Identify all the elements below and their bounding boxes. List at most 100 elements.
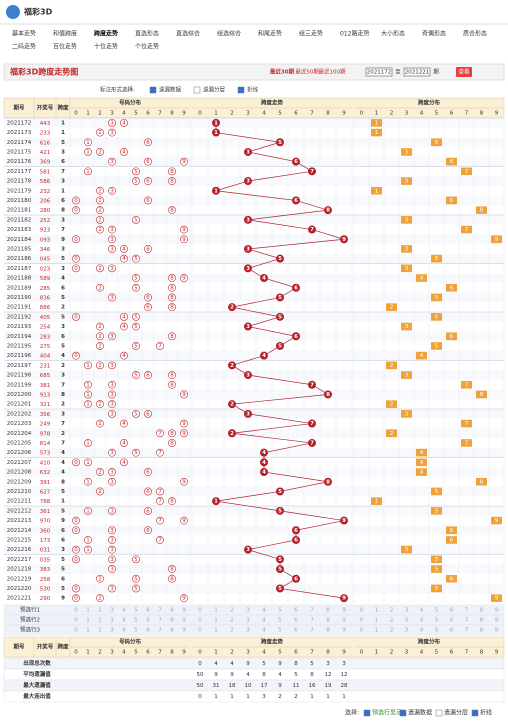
preset-digit[interactable]: 4 — [262, 618, 266, 624]
preset-digit[interactable]: 2 — [230, 618, 234, 624]
preset-digit[interactable]: 7 — [465, 618, 469, 624]
preset-digit[interactable]: 2 — [98, 618, 102, 624]
preset-digit[interactable]: 0 — [198, 628, 202, 634]
preset-digit[interactable]: 8 — [170, 618, 174, 624]
preset-digit[interactable]: 6 — [146, 608, 150, 614]
preset-digit[interactable]: 2 — [98, 608, 102, 614]
preset-digit[interactable]: 9 — [495, 608, 499, 614]
preset-digit[interactable]: 1 — [86, 628, 90, 634]
checkbox[interactable] — [237, 86, 245, 94]
preset-digit[interactable]: 6 — [146, 618, 150, 624]
preset-digit[interactable]: 6 — [294, 618, 298, 624]
nav-link[interactable]: 百位走势 — [53, 43, 77, 51]
preset-digit[interactable]: 7 — [465, 628, 469, 634]
checkbox[interactable] — [435, 709, 443, 717]
preset-digit[interactable]: 3 — [110, 608, 114, 614]
preset-digit[interactable]: 9 — [182, 618, 186, 624]
preset-digit[interactable]: 8 — [326, 618, 330, 624]
preset-digit[interactable]: 9 — [342, 618, 346, 624]
filter-link[interactable]: 最近50期 — [295, 68, 319, 76]
preset-digit[interactable]: 6 — [450, 608, 454, 614]
preset-digit[interactable]: 1 — [375, 628, 379, 634]
preset-digit[interactable]: 4 — [262, 608, 266, 614]
nav-link[interactable]: 奇偶形态 — [422, 30, 446, 38]
preset-digit[interactable]: 3 — [246, 628, 250, 634]
preset-digit[interactable]: 9 — [495, 628, 499, 634]
preset-digit[interactable]: 7 — [465, 608, 469, 614]
preset-digit[interactable]: 3 — [405, 618, 409, 624]
preset-digit[interactable]: 4 — [122, 628, 126, 634]
preset-digit[interactable]: 0 — [198, 618, 202, 624]
nav-link[interactable]: 组三走势 — [299, 30, 323, 38]
view-button[interactable] — [456, 67, 472, 77]
nav-link[interactable]: 基本走势 — [12, 30, 36, 38]
nav-link[interactable]: 组选综合 — [217, 30, 241, 38]
preset-digit[interactable]: 3 — [110, 628, 114, 634]
preset-digit[interactable]: 5 — [134, 628, 138, 634]
preset-digit[interactable]: 7 — [158, 608, 162, 614]
preset-digit[interactable]: 0 — [360, 628, 364, 634]
preset-digit[interactable]: 2 — [98, 628, 102, 634]
checkbox[interactable] — [149, 86, 157, 94]
filter-link[interactable]: 最近30期 — [270, 68, 295, 76]
nav-link[interactable]: 十位走势 — [94, 43, 118, 51]
range-to[interactable] — [403, 67, 431, 77]
preset-digit[interactable]: 0 — [360, 618, 364, 624]
preset-digit[interactable]: 8 — [170, 628, 174, 634]
preset-digit[interactable]: 9 — [182, 628, 186, 634]
preset-digit[interactable]: 2 — [390, 628, 394, 634]
nav-link[interactable]: 直选综合 — [176, 30, 200, 38]
preset-digit[interactable]: 2 — [230, 608, 234, 614]
checkbox[interactable] — [471, 709, 479, 717]
filter-link[interactable]: 最近100期 — [319, 68, 346, 76]
preset-digit[interactable]: 7 — [158, 618, 162, 624]
nav-link[interactable]: 二码走势 — [12, 43, 36, 51]
preset-digit[interactable]: 1 — [214, 618, 218, 624]
nav-link[interactable]: 跨度走势 — [94, 30, 118, 38]
checkbox[interactable] — [193, 86, 201, 94]
preset-digit[interactable]: 0 — [360, 608, 364, 614]
preset-digit[interactable]: 1 — [86, 608, 90, 614]
preset-digit[interactable]: 5 — [435, 618, 439, 624]
preset-digit[interactable]: 7 — [310, 628, 314, 634]
range-from[interactable] — [365, 67, 393, 77]
preset-digit[interactable]: 1 — [214, 608, 218, 614]
checkbox[interactable] — [363, 709, 371, 717]
preset-digit[interactable]: 2 — [390, 608, 394, 614]
preset-digit[interactable]: 8 — [480, 618, 484, 624]
checkbox[interactable] — [399, 709, 407, 717]
preset-digit[interactable]: 7 — [158, 628, 162, 634]
preset-digit[interactable]: 1 — [375, 618, 379, 624]
preset-digit[interactable]: 8 — [170, 608, 174, 614]
nav-link[interactable]: 和值跨度 — [53, 30, 77, 38]
preset-digit[interactable]: 3 — [405, 628, 409, 634]
preset-digit[interactable]: 4 — [262, 628, 266, 634]
preset-digit[interactable]: 5 — [278, 628, 282, 634]
preset-digit[interactable]: 6 — [294, 628, 298, 634]
preset-digit[interactable]: 3 — [110, 618, 114, 624]
preset-digit[interactable]: 0 — [74, 608, 78, 614]
nav-link[interactable]: 直选形态 — [135, 30, 159, 38]
preset-digit[interactable]: 5 — [435, 608, 439, 614]
preset-digit[interactable]: 5 — [278, 608, 282, 614]
preset-digit[interactable]: 9 — [342, 628, 346, 634]
preset-digit[interactable]: 9 — [182, 608, 186, 614]
preset-digit[interactable]: 1 — [375, 608, 379, 614]
preset-digit[interactable]: 7 — [310, 618, 314, 624]
preset-digit[interactable]: 4 — [420, 618, 424, 624]
preset-digit[interactable]: 9 — [342, 608, 346, 614]
nav-link[interactable]: 大小形态 — [381, 30, 405, 38]
nav-link[interactable]: 质合形态 — [463, 30, 487, 38]
preset-digit[interactable]: 5 — [134, 618, 138, 624]
preset-digit[interactable]: 5 — [278, 618, 282, 624]
preset-digit[interactable]: 6 — [450, 618, 454, 624]
nav-link[interactable]: 012路走势 — [340, 30, 369, 38]
preset-digit[interactable]: 2 — [390, 618, 394, 624]
preset-digit[interactable]: 8 — [326, 608, 330, 614]
preset-digit[interactable]: 6 — [294, 608, 298, 614]
preset-digit[interactable]: 4 — [122, 608, 126, 614]
preset-digit[interactable]: 8 — [326, 628, 330, 634]
preset-digit[interactable]: 6 — [146, 628, 150, 634]
preset-digit[interactable]: 9 — [495, 618, 499, 624]
preset-digit[interactable]: 5 — [134, 608, 138, 614]
